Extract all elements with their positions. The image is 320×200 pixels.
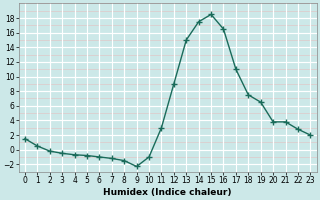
X-axis label: Humidex (Indice chaleur): Humidex (Indice chaleur) (103, 188, 232, 197)
